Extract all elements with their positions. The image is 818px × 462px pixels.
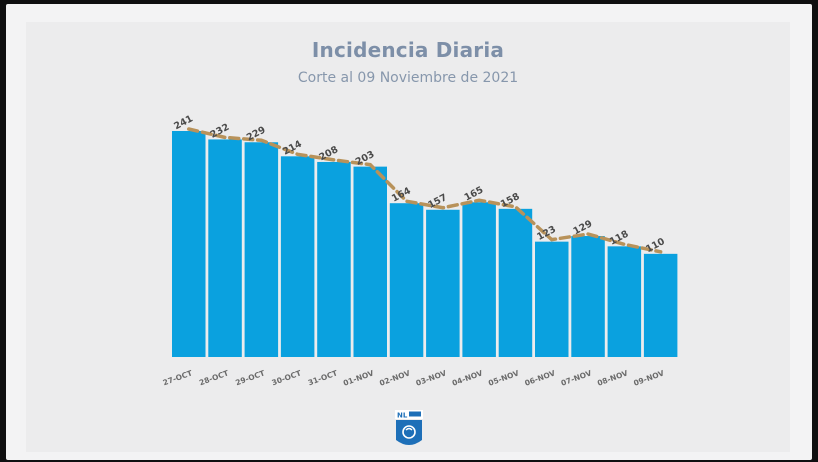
chart-subtitle: Corte al 09 Noviembre de 2021 [297, 70, 519, 86]
x-tick-07-nov: 07-NOV [560, 368, 593, 387]
bar-04-nov [462, 202, 496, 357]
x-tick-05-nov: 05-NOV [487, 368, 520, 387]
bar-02-nov [389, 203, 424, 357]
x-tick-27-oct: 27-OCT [162, 368, 195, 387]
bar-09-nov [643, 253, 678, 357]
chart-slide: Incidencia Diaria Corte al 09 Noviembre … [26, 22, 790, 452]
bar-05-nov [498, 208, 533, 357]
x-tick-06-nov: 06-NOV [523, 368, 556, 387]
bar-31-oct [317, 161, 351, 357]
bar-08-nov [607, 246, 642, 357]
trend-line [187, 127, 663, 254]
bar-06-nov [535, 241, 569, 357]
x-tick-04-nov: 04-NOV [451, 368, 484, 387]
nl-logo: NL [395, 410, 423, 445]
bar-01-nov [353, 166, 387, 357]
x-tick-30-oct: 30-OCT [271, 368, 304, 387]
bar-29-oct [244, 142, 279, 357]
x-tick-09-nov: 09-NOV [632, 368, 665, 387]
bar-27-oct [172, 131, 206, 357]
x-tick-31-oct: 31-OCT [307, 368, 340, 387]
x-tick-02-nov: 02-NOV [378, 368, 411, 387]
bar-30-oct [280, 156, 315, 357]
x-tick-01-nov: 01-NOV [342, 368, 375, 387]
bar-28-oct [208, 139, 242, 357]
x-tick-08-nov: 08-NOV [596, 368, 629, 387]
x-tick-03-nov: 03-NOV [415, 368, 448, 387]
logo-text: NL [397, 412, 408, 420]
bar-03-nov [426, 209, 460, 357]
x-tick-29-oct: 29-OCT [234, 368, 267, 387]
x-tick-28-oct: 28-OCT [198, 368, 231, 387]
bar-07-nov [571, 236, 605, 357]
chart-title: Incidencia Diaria [311, 38, 505, 62]
screen-frame: Incidencia Diaria Corte al 09 Noviembre … [6, 4, 812, 460]
